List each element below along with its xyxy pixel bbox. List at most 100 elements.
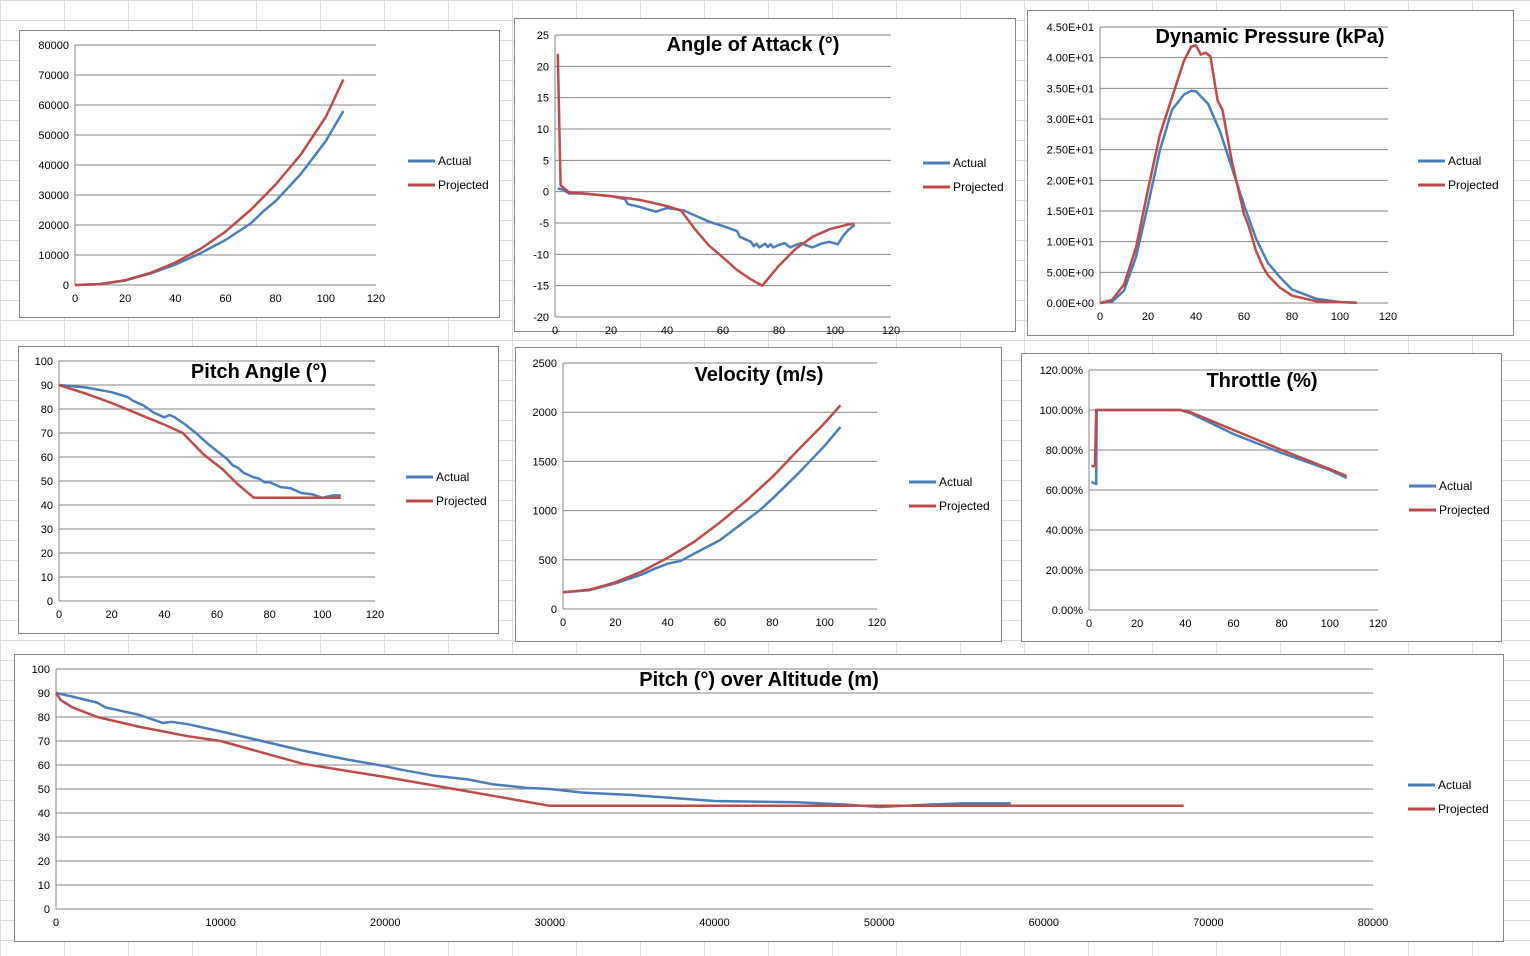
y-tick-label: 60 [41,452,53,464]
x-tick-label: 20000 [370,917,401,929]
series-line-actual [562,426,842,594]
legend-label-actual: Actual [438,154,471,168]
series-line-projected [1091,408,1348,478]
chart-velocity[interactable]: 0 500 1000 1500 2000 2500 0 20 40 60 80 100 120 Veloc… [515,347,1002,642]
y-tick-label: 60000 [38,100,69,112]
y-tick-label: 20000 [38,220,69,232]
y-tick-label: 40 [41,500,53,512]
x-tick-label: 20 [1131,618,1143,630]
chart-altitude-over-time-svg: 0 10000 20000 30000 40000 50000 60000 70000 8000… [38,40,488,305]
y-tick-label: 20 [38,856,50,868]
y-tick-label: 2.00E+01 [1047,175,1094,187]
x-tick-label: 120 [366,609,384,621]
chart-pitch-angle[interactable]: 0 10 20 30 40 50 60 70 80 90 100 0 20 40 60 80 100 120 Pit… [18,346,499,634]
chart-pitch-over-altitude[interactable]: 0 10 20 30 40 50 60 70 80 90 100 0 10000 20000 30000 40… [14,654,1504,942]
y-tick-label: 4.00E+01 [1047,53,1094,65]
y-tick-label: 80.00% [1046,445,1084,457]
chart-pitch-over-altitude-svg: 0 10 20 30 40 50 60 70 80 90 100 0 10000 20000 30000 40… [32,664,1489,929]
y-tick-label: 120.00% [1040,365,1084,377]
legend-label-projected: Projected [1438,802,1489,816]
series-line-actual [58,383,341,500]
y-tick-label: 25 [537,30,549,42]
chart-velocity-svg: 0 500 1000 1500 2000 2500 0 20 40 60 80 100 120 Veloc… [533,358,990,629]
y-tick-label: 100 [35,356,53,368]
series-line-projected [556,53,855,287]
chart-angle-of-attack[interactable]: -20 -15 -10 -5 0 5 10 15 20 25 0 20 40 60 80 100 120 Angl… [514,18,1016,337]
y-tick-label: 0 [44,904,50,916]
y-tick-label: -15 [533,281,549,293]
x-tick-label: 120 [1369,618,1387,630]
legend-label-projected: Projected [436,494,487,508]
legend-label-projected: Projected [1448,178,1499,192]
x-tick-label: 80 [1276,618,1288,630]
x-tick-label: 10000 [205,917,236,929]
y-tick-label: 2500 [533,358,557,370]
y-tick-label: 60 [38,760,50,772]
y-tick-label: 3.00E+01 [1047,114,1094,126]
y-tick-label: 20 [41,548,53,560]
y-tick-label: 0 [551,604,557,616]
x-tick-label: 80 [1286,311,1298,323]
x-tick-label: 20 [605,325,617,337]
y-tick-label: 70 [41,428,53,440]
x-tick-label: 20 [106,609,118,621]
y-tick-label: 100.00% [1040,405,1084,417]
y-tick-label: 40.00% [1046,525,1084,537]
series-line-projected [54,692,1184,808]
y-tick-label: 80 [41,404,53,416]
x-tick-label: 120 [882,325,900,337]
legend-label-actual: Actual [1438,778,1471,792]
y-tick-label: 30000 [38,190,69,202]
chart-altitude-over-time[interactable]: 0 10000 20000 30000 40000 50000 60000 70000 8000… [19,30,500,318]
series-line-actual [557,187,856,249]
x-tick-label: 100 [826,325,844,337]
chart-throttle[interactable]: 0.00% 20.00% 40.00% 60.00% 80.00% 100.00% 120.… [1021,353,1502,642]
y-tick-label: 15 [537,93,549,105]
x-tick-label: 0 [53,917,59,929]
x-tick-label: 20 [1142,311,1154,323]
chart-title: Throttle (%) [1206,370,1317,392]
x-tick-label: 120 [868,617,886,629]
y-tick-label: 1.00E+01 [1047,237,1094,249]
y-tick-label: 0 [47,596,53,608]
y-tick-label: 80000 [38,40,69,52]
y-tick-label: 80 [38,712,50,724]
chart-dynamic-pressure-svg: 0.00E+00 5.00E+00 1.00E+01 1.50E+01 2.00E+01… [1047,22,1499,323]
y-tick-label: 0 [543,187,549,199]
x-tick-label: 60 [211,609,223,621]
chart-title: Pitch (°) over Altitude (m) [639,669,878,691]
y-tick-label: 1000 [533,506,557,518]
y-tick-label: 70000 [38,70,69,82]
chart-pitch-angle-svg: 0 10 20 30 40 50 60 70 80 90 100 0 20 40 60 80 100 120 Pit… [35,356,487,621]
y-tick-label: 1.50E+01 [1047,206,1094,218]
y-tick-label: 30 [38,832,50,844]
y-tick-label: 50000 [38,130,69,142]
x-tick-label: 40 [661,325,673,337]
y-tick-label: -10 [533,249,549,261]
y-tick-label: 5.00E+00 [1047,267,1094,279]
x-tick-label: 100 [1321,618,1339,630]
x-tick-label: 0 [1086,618,1092,630]
y-tick-label: 0 [63,280,69,292]
x-tick-label: 70000 [1193,917,1224,929]
y-tick-label: 90 [38,688,50,700]
y-tick-label: 50 [38,784,50,796]
chart-title: Velocity (m/s) [695,364,824,386]
x-tick-label: 100 [317,293,335,305]
series-line-actual [1099,89,1357,305]
y-tick-label: -20 [533,312,549,324]
chart-throttle-svg: 0.00% 20.00% 40.00% 60.00% 80.00% 100.00% 120.… [1040,365,1490,630]
x-tick-label: 40 [1190,311,1202,323]
x-tick-label: 60 [1227,618,1239,630]
x-tick-label: 40 [662,617,674,629]
series-line-actual [74,110,345,287]
y-tick-label: 1500 [533,456,557,468]
chart-dynamic-pressure[interactable]: 0.00E+00 5.00E+00 1.00E+01 1.50E+01 2.00E+01… [1027,10,1514,336]
y-tick-label: 90 [41,380,53,392]
x-tick-label: 80 [766,617,778,629]
x-tick-label: 60 [714,617,726,629]
legend-label-projected: Projected [1439,503,1490,517]
x-tick-label: 0 [560,617,566,629]
chart-title: Dynamic Pressure (kPa) [1155,26,1384,48]
x-tick-label: 60000 [1028,917,1059,929]
